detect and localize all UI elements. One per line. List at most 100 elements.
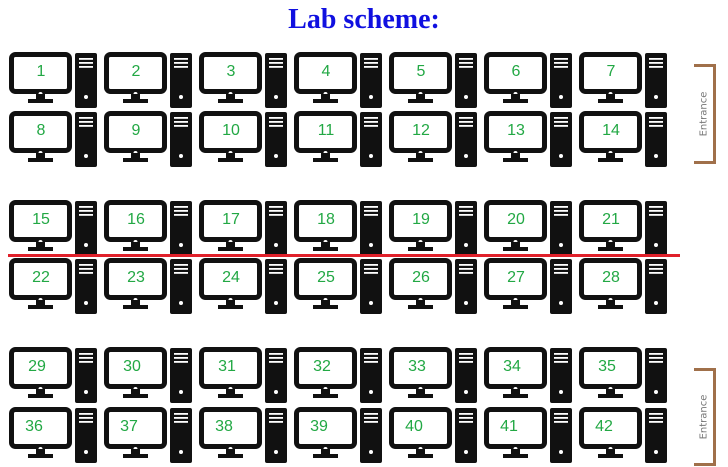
station-number: 34 xyxy=(503,358,521,375)
station-number: 36 xyxy=(25,418,43,435)
station-number: 21 xyxy=(602,211,620,228)
station-number: 14 xyxy=(602,122,620,139)
station-number: 24 xyxy=(222,269,240,286)
computer-icon xyxy=(104,200,192,256)
computer-icon xyxy=(579,258,667,314)
computer-icon xyxy=(104,347,192,403)
station-number: 5 xyxy=(416,63,426,80)
computer-station: 35 xyxy=(579,347,674,407)
computer-icon xyxy=(579,347,667,403)
computer-icon xyxy=(294,407,382,463)
computer-icon xyxy=(199,200,287,256)
computer-station: 28 xyxy=(579,258,674,318)
station-number: 39 xyxy=(310,418,328,435)
computer-station: 34 xyxy=(484,347,579,407)
computer-station: 11 xyxy=(294,111,389,171)
computer-icon xyxy=(389,111,477,167)
computer-icon xyxy=(579,200,667,256)
computer-station: 14 xyxy=(579,111,674,171)
computer-station: 22 xyxy=(9,258,104,318)
station-number: 30 xyxy=(123,358,141,375)
station-number: 18 xyxy=(317,211,335,228)
computer-icon xyxy=(294,200,382,256)
computer-icon xyxy=(9,111,97,167)
station-number: 8 xyxy=(36,122,46,139)
station-number: 22 xyxy=(32,269,50,286)
entrance-bottom: Entrance xyxy=(694,368,716,466)
station-number: 38 xyxy=(215,418,233,435)
station-number: 6 xyxy=(511,63,521,80)
station-number: 19 xyxy=(412,211,430,228)
computer-station: 29 xyxy=(9,347,104,407)
computer-station: 39 xyxy=(294,407,389,467)
computer-station: 10 xyxy=(199,111,294,171)
computer-icon xyxy=(294,111,382,167)
computer-icon xyxy=(9,347,97,403)
station-number: 26 xyxy=(412,269,430,286)
station-number: 9 xyxy=(131,122,141,139)
computer-station: 4 xyxy=(294,52,389,112)
station-number: 2 xyxy=(131,63,141,80)
station-number: 28 xyxy=(602,269,620,286)
computer-icon xyxy=(484,52,572,108)
entrance-top: Entrance xyxy=(694,64,716,164)
computer-icon xyxy=(9,200,97,256)
station-number: 13 xyxy=(507,122,525,139)
computer-icon xyxy=(484,111,572,167)
computer-station: 23 xyxy=(104,258,199,318)
station-number: 4 xyxy=(321,63,331,80)
computer-icon xyxy=(104,407,192,463)
computer-icon xyxy=(199,111,287,167)
station-number: 3 xyxy=(226,63,236,80)
computer-station: 6 xyxy=(484,52,579,112)
computer-icon xyxy=(484,258,572,314)
station-number: 35 xyxy=(598,358,616,375)
computer-icon xyxy=(104,258,192,314)
computer-icon xyxy=(389,52,477,108)
computer-station: 18 xyxy=(294,200,389,260)
computer-icon xyxy=(484,347,572,403)
computer-station: 25 xyxy=(294,258,389,318)
station-number: 32 xyxy=(313,358,331,375)
station-number: 25 xyxy=(317,269,335,286)
computer-station: 27 xyxy=(484,258,579,318)
red-divider-line xyxy=(8,254,680,257)
computer-station: 38 xyxy=(199,407,294,467)
computer-station: 12 xyxy=(389,111,484,171)
station-number: 12 xyxy=(412,122,430,139)
computer-icon xyxy=(389,258,477,314)
station-number: 41 xyxy=(500,418,518,435)
station-number: 16 xyxy=(127,211,145,228)
computer-icon xyxy=(294,258,382,314)
computer-icon xyxy=(294,347,382,403)
computer-icon xyxy=(389,200,477,256)
computer-icon xyxy=(9,407,97,463)
computer-station: 3 xyxy=(199,52,294,112)
computer-icon xyxy=(579,407,667,463)
station-number: 1 xyxy=(36,63,46,80)
computer-station: 26 xyxy=(389,258,484,318)
computer-station: 32 xyxy=(294,347,389,407)
computer-icon xyxy=(484,407,572,463)
computer-icon xyxy=(389,347,477,403)
computer-station: 33 xyxy=(389,347,484,407)
computer-station: 8 xyxy=(9,111,104,171)
computer-station: 7 xyxy=(579,52,674,112)
station-number: 27 xyxy=(507,269,525,286)
station-number: 31 xyxy=(218,358,236,375)
computer-station: 31 xyxy=(199,347,294,407)
station-number: 40 xyxy=(405,418,423,435)
station-number: 20 xyxy=(507,211,525,228)
entrance-label-bottom: Entrance xyxy=(698,394,709,440)
station-number: 11 xyxy=(317,122,335,139)
station-number: 29 xyxy=(28,358,46,375)
computer-icon xyxy=(199,347,287,403)
station-number: 10 xyxy=(222,122,240,139)
station-number: 15 xyxy=(32,211,50,228)
computer-station: 42 xyxy=(579,407,674,467)
computer-station: 19 xyxy=(389,200,484,260)
computer-icon xyxy=(579,111,667,167)
computer-station: 37 xyxy=(104,407,199,467)
computer-icon xyxy=(579,52,667,108)
station-number: 17 xyxy=(222,211,240,228)
